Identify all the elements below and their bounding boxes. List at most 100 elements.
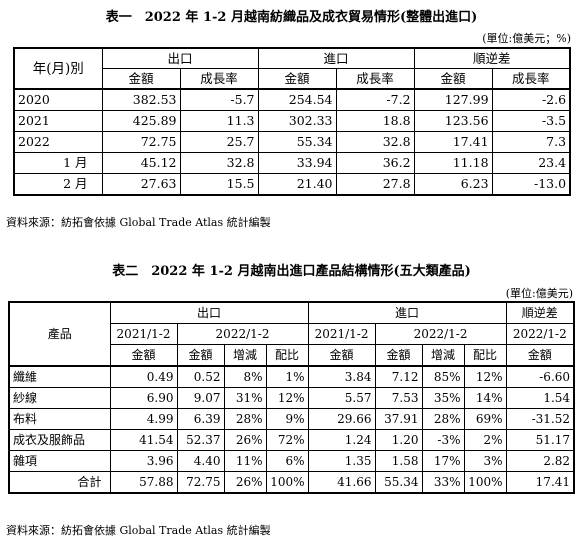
table-row: 1 月 45.12 32.8 33.94 36.2 11.18 23.4 <box>13 152 571 174</box>
table-cell: 41.54 <box>109 429 178 451</box>
table-cell: -7.2 <box>335 88 415 111</box>
table-cell: 45.12 <box>101 152 181 174</box>
table-cell: -6.60 <box>505 365 575 388</box>
table-cell: 12% <box>463 365 507 388</box>
table-cell: 1.24 <box>307 429 376 451</box>
table-row: 紗線 6.90 9.07 31% 12% 5.57 7.53 35% 14% 1… <box>8 387 575 409</box>
table2-period: 2022/1-2 <box>374 323 507 345</box>
table2-period: 2021/1-2 <box>307 323 376 345</box>
table-cell: 72.75 <box>176 471 225 494</box>
table2-group-export: 出口 <box>109 301 309 324</box>
table-cell: 27.63 <box>101 173 181 196</box>
table1-subheader: 成長率 <box>335 68 415 90</box>
table2-subheader: 配比 <box>265 344 309 367</box>
table-cell: 72.75 <box>101 131 181 153</box>
table2-subheader: 金額 <box>109 344 178 367</box>
table-cell: 32.8 <box>335 131 415 153</box>
table2-subheader: 配比 <box>463 344 507 367</box>
table2-subheader: 增減 <box>421 344 465 367</box>
table-cell: 3.96 <box>109 450 178 472</box>
table-cell: 2% <box>463 429 507 451</box>
table1-subheader: 成長率 <box>179 68 259 90</box>
table-cell: 35% <box>421 387 465 409</box>
table-row: 布料 4.99 6.39 28% 9% 29.66 37.91 28% 69% … <box>8 408 575 430</box>
table-cell: 23.4 <box>491 152 571 174</box>
table-cell: 29.66 <box>307 408 376 430</box>
table-row: 成衣及服飾品 41.54 52.37 26% 72% 1.24 1.20 -3%… <box>8 429 575 451</box>
table-cell: 6.90 <box>109 387 178 409</box>
table-cell: 51.17 <box>505 429 575 451</box>
table-cell: -31.52 <box>505 408 575 430</box>
table2-group-balance: 順逆差 <box>505 301 575 324</box>
table1-group-export: 出口 <box>101 47 259 69</box>
table2-unit: (單位:億美元) <box>505 287 573 300</box>
table-cell: 302.33 <box>257 110 337 132</box>
table-cell: 33% <box>421 471 465 494</box>
table-cell: 2.82 <box>505 450 575 472</box>
table-row: 纖維 0.49 0.52 8% 1% 3.84 7.12 85% 12% -6.… <box>8 365 575 388</box>
table-cell: 18.8 <box>335 110 415 132</box>
table-cell: -5.7 <box>179 88 259 111</box>
table-cell: 4.99 <box>109 408 178 430</box>
table-cell: 100% <box>265 471 309 494</box>
table-cell: 6% <box>265 450 309 472</box>
table1-unit: (單位:億美元；%) <box>482 32 571 45</box>
row-label: 雜項 <box>8 450 111 472</box>
row-label: 纖維 <box>8 365 111 388</box>
table-cell: 85% <box>421 365 465 388</box>
table1-subheader: 成長率 <box>491 68 571 90</box>
row-label: 布料 <box>8 408 111 430</box>
table-cell: 36.2 <box>335 152 415 174</box>
table-cell: 0.49 <box>109 365 178 388</box>
table-cell: 382.53 <box>101 88 181 111</box>
table-cell: 123.56 <box>413 110 493 132</box>
table2-period: 2022/1-2 <box>505 323 575 345</box>
table-cell: 1.58 <box>374 450 423 472</box>
table-cell: 32.8 <box>179 152 259 174</box>
table2-period: 2022/1-2 <box>176 323 309 345</box>
table-cell: 9.07 <box>176 387 225 409</box>
table-cell: 33.94 <box>257 152 337 174</box>
table-cell: 11% <box>223 450 267 472</box>
row-label: 紗線 <box>8 387 111 409</box>
table2-group-import: 進口 <box>307 301 507 324</box>
table-cell: 4.40 <box>176 450 225 472</box>
table-row: 雜項 3.96 4.40 11% 6% 1.35 1.58 17% 3% 2.8… <box>8 450 575 472</box>
table1-subheader: 金額 <box>413 68 493 90</box>
table-cell: 7.3 <box>491 131 571 153</box>
table-cell: 28% <box>421 408 465 430</box>
table-cell: 3% <box>463 450 507 472</box>
table2-subheader: 金額 <box>176 344 225 367</box>
table-cell: 3.84 <box>307 365 376 388</box>
table2-subheader: 金額 <box>307 344 376 367</box>
table-cell: 27.8 <box>335 173 415 196</box>
table-cell: 14% <box>463 387 507 409</box>
table-cell: 7.53 <box>374 387 423 409</box>
table-cell: -13.0 <box>491 173 571 196</box>
table-cell: 31% <box>223 387 267 409</box>
table-cell: 8% <box>223 365 267 388</box>
table-cell: 57.88 <box>109 471 178 494</box>
table2-subheader: 金額 <box>505 344 575 367</box>
table1-row-header: 年(月)別 <box>13 47 103 90</box>
table2-subheader: 增減 <box>223 344 267 367</box>
table-cell: 11.18 <box>413 152 493 174</box>
table-cell: -3.5 <box>491 110 571 132</box>
table-cell: 52.37 <box>176 429 225 451</box>
table-row-total: 合計 57.88 72.75 26% 100% 41.66 55.34 33% … <box>8 471 575 494</box>
table1: 年(月)別 出口 進口 順逆差 金額 成長率 金額 成長率 金額 成長率 202… <box>13 47 572 196</box>
table-cell: 12% <box>265 387 309 409</box>
table-cell: 5.57 <box>307 387 376 409</box>
table-cell: -2.6 <box>491 88 571 111</box>
table-cell: 72% <box>265 429 309 451</box>
table-cell: 28% <box>223 408 267 430</box>
table-cell: 11.3 <box>179 110 259 132</box>
row-label: 1 月 <box>13 152 103 174</box>
table-cell: 1.54 <box>505 387 575 409</box>
table-cell: 69% <box>463 408 507 430</box>
table-cell: 55.34 <box>374 471 423 494</box>
table-cell: 17.41 <box>413 131 493 153</box>
row-label: 2022 <box>13 131 103 153</box>
table-cell: 425.89 <box>101 110 181 132</box>
table-cell: 0.52 <box>176 365 225 388</box>
